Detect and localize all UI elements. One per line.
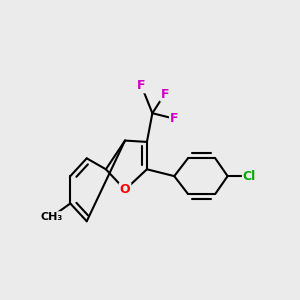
Text: F: F [170,112,178,125]
Text: O: O [120,183,130,196]
Text: Cl: Cl [243,169,256,183]
Text: F: F [160,88,169,100]
Text: CH₃: CH₃ [40,212,62,222]
Text: F: F [137,80,146,92]
